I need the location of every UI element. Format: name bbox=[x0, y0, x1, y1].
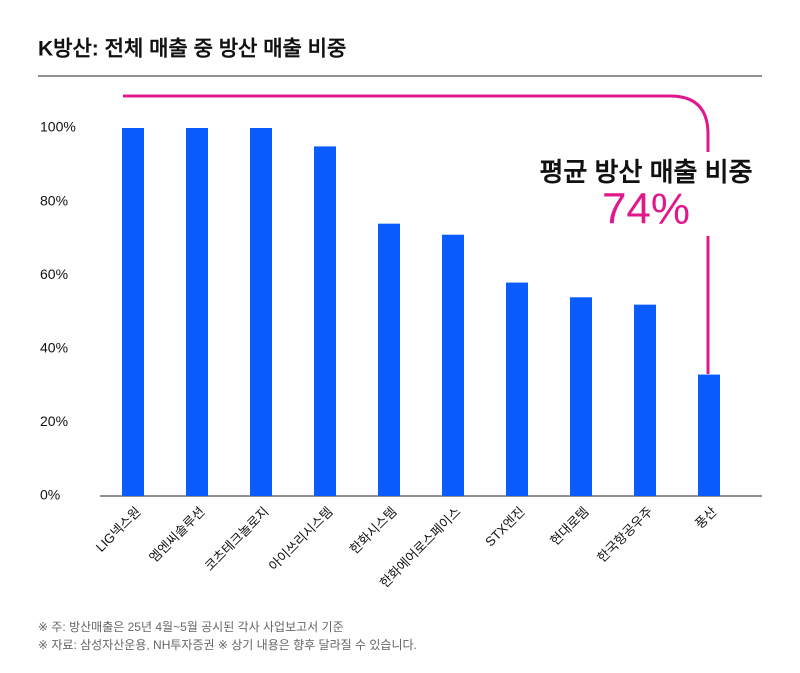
footnote: ※ 주: 방산매출은 25년 4월~5월 공시된 각사 사업보고서 기준 bbox=[38, 620, 344, 634]
y-tick-label: 100% bbox=[40, 119, 76, 135]
bar bbox=[314, 146, 336, 496]
bar bbox=[506, 282, 528, 496]
bar bbox=[698, 374, 720, 496]
y-tick-label: 80% bbox=[40, 192, 68, 208]
bar bbox=[250, 128, 272, 496]
annotation-value: 74% bbox=[602, 185, 690, 234]
x-tick-label: STX엔진 bbox=[482, 504, 527, 549]
bar bbox=[378, 223, 400, 496]
y-tick-label: 40% bbox=[40, 340, 68, 356]
bar bbox=[442, 234, 464, 496]
bar bbox=[570, 297, 592, 496]
x-tick-label: LIG넥스원 bbox=[93, 504, 144, 555]
bar bbox=[634, 304, 656, 496]
bar bbox=[122, 128, 144, 496]
x-tick-label: 풍산 bbox=[692, 504, 720, 532]
annotation-text: 평균 방산 매출 비중 bbox=[539, 157, 752, 187]
bar bbox=[186, 128, 208, 496]
x-tick-label: 한화시스템 bbox=[347, 504, 400, 557]
y-tick-label: 20% bbox=[40, 413, 68, 429]
x-tick-label: 현대로템 bbox=[547, 504, 591, 548]
footnote: ※ 자료: 삼성자산운용, NH투자증권 ※ 상기 내용은 향후 달라질 수 있… bbox=[38, 638, 417, 652]
x-tick-label: 한국항공우주 bbox=[594, 504, 655, 565]
y-tick-label: 0% bbox=[40, 487, 60, 503]
x-tick-label: 아이쓰리시스템 bbox=[266, 504, 336, 574]
annotation-line bbox=[123, 94, 710, 374]
y-tick-label: 60% bbox=[40, 266, 68, 282]
chart-title: K방산: 전체 매출 중 방산 매출 비중 bbox=[38, 38, 346, 61]
x-tick-label: 코츠테크놀로지 bbox=[202, 504, 272, 574]
x-tick-label: 엠엔씨솔루션 bbox=[146, 504, 207, 565]
